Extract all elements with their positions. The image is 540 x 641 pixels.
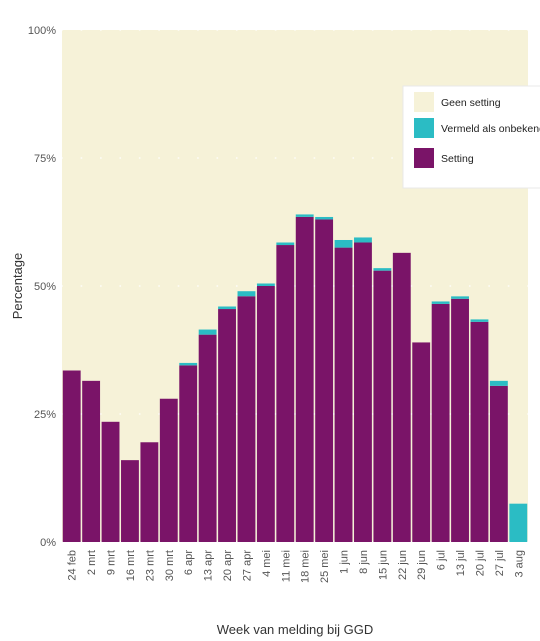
bar-segment-setting: [470, 321, 489, 542]
bar-segment-geen-setting: [315, 30, 334, 217]
bar-segment-setting: [101, 421, 120, 542]
legend-swatch-geen-setting: [414, 92, 434, 112]
x-tick-label: 20 apr: [222, 550, 234, 582]
bar-segment-vermeld-als-onbekend: [276, 242, 295, 246]
bar-segment-geen-setting: [121, 30, 139, 461]
bar-segment-vermeld-als-onbekend: [489, 380, 508, 386]
bar-segment-vermeld-als-onbekend: [451, 296, 469, 299]
bar-segment-geen-setting: [82, 30, 101, 381]
bar-segment-geen-setting: [334, 30, 353, 240]
bar-segment-setting: [198, 334, 217, 542]
bar-segment-geen-setting: [295, 30, 314, 215]
bar-segment-geen-setting: [198, 30, 217, 330]
bar-segment-setting: [237, 296, 256, 542]
bar-segment-setting: [179, 365, 198, 542]
y-tick-label: 50%: [34, 281, 56, 293]
bar-segment-setting: [276, 245, 295, 543]
x-tick-label: 4 mei: [261, 550, 273, 577]
bar-segment-setting: [62, 370, 81, 542]
bar-segment-setting: [218, 309, 236, 542]
legend-swatch-setting: [414, 148, 434, 168]
x-tick-label: 9 mrt: [106, 550, 118, 575]
legend-label-geen-setting: Geen setting: [441, 97, 501, 109]
bar-segment-vermeld-als-onbekend: [470, 319, 489, 322]
bar-segment-geen-setting: [62, 30, 81, 371]
legend-label-vermeld-als-onbekend: Vermeld als onbekend: [441, 123, 540, 135]
bar-segment-setting: [140, 442, 159, 542]
y-tick-label: 75%: [34, 153, 56, 165]
y-tick-label: 25%: [34, 409, 56, 421]
x-tick-label: 25 mei: [319, 550, 331, 583]
bar-segment-setting: [334, 247, 353, 542]
x-axis-title: Week van melding bij GGD: [217, 622, 374, 637]
x-tick-label: 16 mrt: [125, 550, 137, 581]
bar-segment-setting: [295, 216, 314, 542]
bar-segment-vermeld-als-onbekend: [431, 301, 450, 304]
bar-segment-setting: [256, 286, 275, 542]
bar-segment-vermeld-als-onbekend: [237, 291, 256, 297]
y-axis-ticks: 0% 25% 50% 75% 100%: [28, 25, 56, 549]
x-tick-label: 23 mrt: [144, 550, 156, 581]
y-tick-label: 0%: [40, 537, 56, 549]
bar-segment-setting: [373, 270, 392, 542]
bar-segment-setting: [392, 252, 411, 542]
x-tick-label: 27 apr: [241, 550, 253, 582]
bar-segment-setting: [354, 242, 372, 543]
x-tick-label: 11 mei: [280, 550, 292, 582]
x-tick-label: 1 jun: [339, 550, 351, 574]
x-tick-label: 24 feb: [67, 550, 79, 581]
bar-segment-setting: [159, 398, 178, 542]
bar-segment-vermeld-als-onbekend: [334, 239, 353, 248]
x-tick-label: 2 mrt: [86, 550, 98, 575]
bar-segment-setting: [315, 219, 334, 542]
x-tick-label: 27 jul: [494, 550, 506, 576]
bar-segment-setting: [412, 342, 431, 542]
bar-segment-geen-setting: [354, 30, 372, 238]
bar-segment-geen-setting: [489, 30, 508, 381]
bar-segment-geen-setting: [218, 30, 236, 307]
legend: Geen setting Vermeld als onbekend Settin…: [402, 85, 540, 189]
x-tick-label: 8 jun: [358, 550, 370, 574]
bar-segment-geen-setting: [373, 30, 392, 269]
bar-segment-vermeld-als-onbekend: [218, 306, 236, 310]
bar-segment-setting: [451, 298, 469, 542]
x-tick-label: 6 apr: [183, 550, 195, 575]
bar-segment-setting: [82, 380, 101, 542]
bar-segment-vermeld-als-onbekend: [354, 237, 372, 243]
bar-segment-geen-setting: [237, 30, 256, 292]
bar-segment-setting: [489, 385, 508, 542]
y-tick-label: 100%: [28, 25, 56, 37]
bar-segment-setting: [121, 460, 139, 542]
x-tick-label: 18 mei: [300, 550, 312, 583]
bar-segment-geen-setting: [101, 30, 120, 422]
x-tick-label: 22 jun: [397, 550, 409, 580]
bar-segment-geen-setting: [179, 30, 198, 363]
bar-segment-setting: [431, 303, 450, 542]
y-axis-title: Percentage: [10, 253, 25, 320]
bar-segment-vermeld-als-onbekend: [295, 214, 314, 217]
bar-segment-vermeld-als-onbekend: [256, 283, 275, 286]
bar-segment-vermeld-als-onbekend: [373, 268, 392, 271]
bar-segment-vermeld-als-onbekend: [179, 362, 198, 366]
x-tick-label: 30 mrt: [164, 550, 176, 581]
bar-segment-vermeld-als-onbekend: [198, 329, 217, 335]
x-tick-label: 15 jun: [377, 550, 389, 580]
bar-segment-geen-setting: [276, 30, 295, 243]
legend-label-setting: Setting: [441, 153, 474, 165]
x-tick-label: 29 jun: [416, 550, 428, 580]
x-axis-ticks: 24 feb 2 mrt 9 mrt 16 mrt 23 mrt 30 mrt 6 apr 1…: [67, 550, 526, 583]
legend-swatch-vermeld-als-onbekend: [414, 118, 434, 138]
x-tick-label: 13 jul: [455, 550, 467, 576]
bar-segment-geen-setting: [159, 30, 178, 399]
bar-segment-geen-setting: [140, 30, 159, 443]
bar-segment-vermeld-als-onbekend: [315, 216, 334, 220]
x-tick-label: 20 jul: [474, 550, 486, 576]
x-tick-label: 3 aug: [513, 550, 525, 578]
bar-segment-vermeld-als-onbekend: [509, 503, 528, 542]
bar-segment-geen-setting: [256, 30, 275, 284]
x-tick-label: 6 jul: [436, 550, 448, 570]
x-tick-label: 13 apr: [203, 550, 215, 582]
